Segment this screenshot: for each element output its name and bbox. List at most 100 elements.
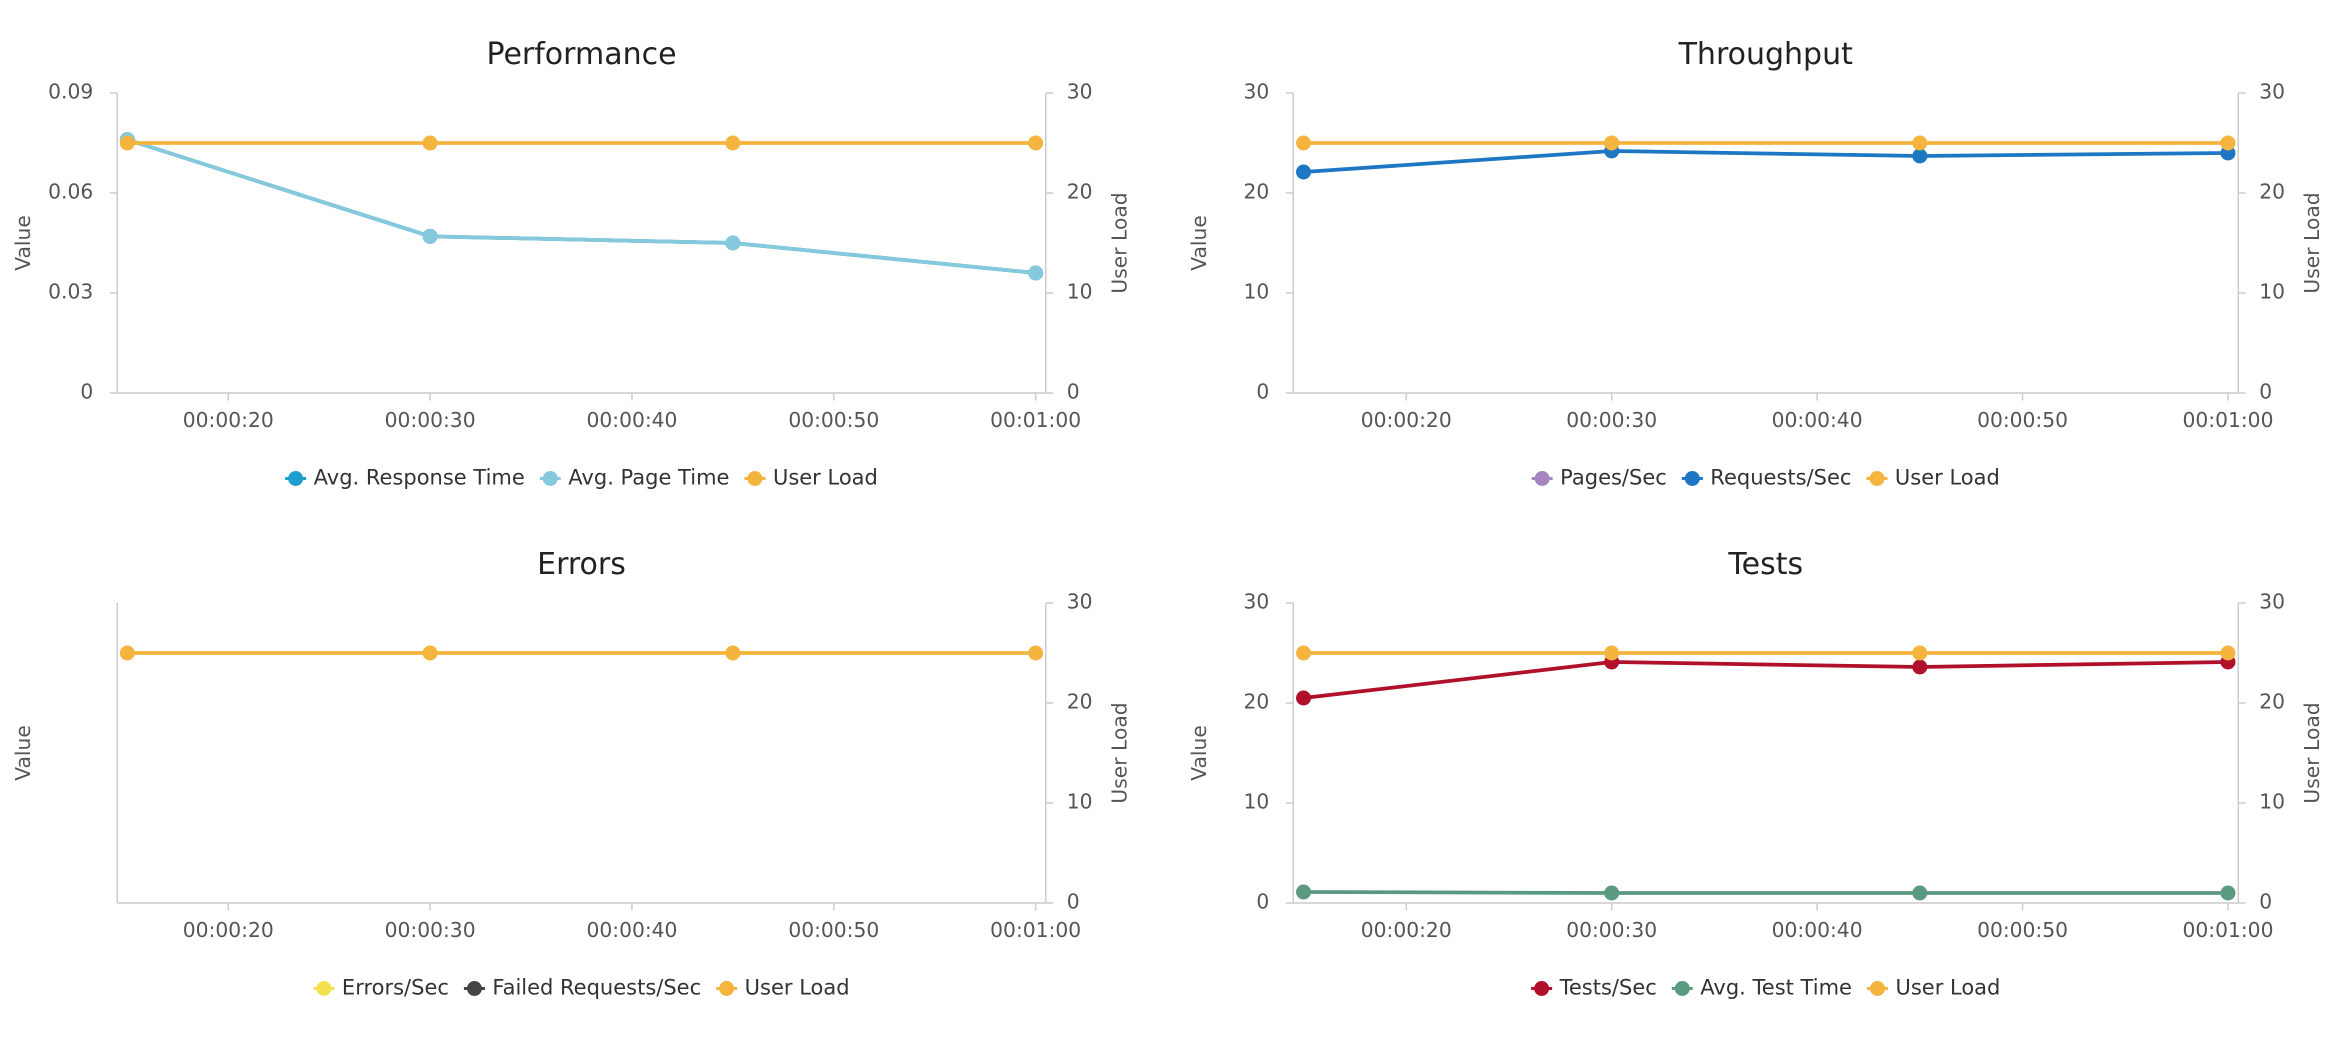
point — [2220, 885, 2236, 901]
x-tick-label: 00:00:30 — [1566, 408, 1657, 432]
x-tick-label: 00:00:50 — [1977, 408, 2068, 432]
series-line — [126, 137, 1036, 275]
legend-label: Avg. Page Time — [568, 466, 729, 490]
y2-tick-label: 10 — [2259, 790, 2285, 814]
chart-title: Performance — [486, 37, 676, 72]
point — [725, 645, 741, 661]
y-tick-label: 30 — [1243, 80, 1269, 104]
legend-swatch — [542, 471, 558, 486]
y2-tick-label: 30 — [2259, 80, 2285, 104]
x-tick-label: 00:00:50 — [1977, 918, 2068, 942]
x-tick-label: 00:00:30 — [385, 408, 476, 432]
x-tick-label: 00:00:40 — [586, 408, 677, 432]
point — [1028, 645, 1044, 661]
legend-label: Avg. Test Time — [1700, 976, 1852, 1000]
y2-tick-label: 0 — [2259, 380, 2272, 404]
y-axis-label: Value — [1187, 215, 1211, 271]
point — [1912, 659, 1928, 675]
y2-tick-label: 20 — [1067, 690, 1093, 714]
series-line — [1303, 149, 2228, 174]
point — [1604, 135, 1620, 151]
legend: Pages/Sec Requests/Sec User Load — [1531, 466, 2000, 490]
legend: Tests/Sec Avg. Test Time User Load — [1531, 976, 2000, 1000]
y2-axis-label: User Load — [1107, 702, 1131, 803]
x-tick-label: 00:01:00 — [990, 918, 1081, 942]
chart-panel: Throughput Value User Load 00:00:20 00:00:30… — [1187, 37, 2324, 490]
legend-swatch — [1869, 471, 1885, 486]
y2-tick-label: 20 — [2259, 690, 2285, 714]
legend-label: Failed Requests/Sec — [492, 976, 701, 1000]
point — [725, 235, 741, 251]
legend-swatch — [316, 981, 332, 996]
point — [422, 228, 438, 244]
point — [2220, 135, 2236, 151]
point — [1912, 885, 1928, 901]
point — [119, 645, 135, 661]
y2-tick-label: 0 — [1067, 380, 1080, 404]
y-tick-label: 10 — [1243, 280, 1269, 304]
y2-axis-label: User Load — [2300, 702, 2324, 803]
chart-title: Errors — [537, 547, 626, 582]
legend-swatch — [288, 471, 304, 486]
x-tick-label: 00:01:00 — [2183, 918, 2274, 942]
legend-swatch — [747, 471, 763, 486]
y2-tick-label: 0 — [2259, 890, 2272, 914]
point — [1028, 135, 1044, 151]
y-tick-label: 20 — [1243, 180, 1269, 204]
y2-tick-label: 0 — [1067, 890, 1080, 914]
point — [422, 135, 438, 151]
point — [1604, 885, 1620, 901]
legend-swatch — [1534, 981, 1550, 996]
y2-axis-label: User Load — [1107, 192, 1131, 293]
point — [1912, 148, 1928, 164]
y2-tick-label: 10 — [1067, 790, 1093, 814]
legend: Avg. Response Time Avg. Page Time User Loa… — [285, 466, 878, 490]
point — [422, 645, 438, 661]
legend-swatch — [719, 981, 735, 996]
y-axis-label: Value — [11, 215, 35, 271]
legend-label: Tests/Sec — [1559, 976, 1657, 1000]
point — [725, 135, 741, 151]
x-tick-label: 00:00:40 — [586, 918, 677, 942]
legend-label: User Load — [773, 466, 878, 490]
y-tick-label: 0 — [1256, 380, 1269, 404]
y-tick-label: 0 — [1256, 890, 1269, 914]
legend-label: Errors/Sec — [342, 976, 449, 1000]
chart-panel: Tests Value User Load 00:00:20 00:00:30 00:00… — [1187, 547, 2324, 1000]
x-tick-label: 00:00:30 — [385, 918, 476, 942]
chart-panel: Errors Value User Load 00:00:20 00:00:30 00:0… — [11, 547, 1132, 1000]
y2-tick-label: 20 — [2259, 180, 2285, 204]
y-tick-label: 0.03 — [48, 280, 93, 304]
y2-tick-label: 30 — [2259, 590, 2285, 614]
point — [1912, 135, 1928, 151]
x-tick-label: 00:00:50 — [788, 408, 879, 432]
x-tick-label: 00:00:20 — [183, 408, 274, 432]
y-tick-label: 30 — [1243, 590, 1269, 614]
point — [2220, 645, 2236, 661]
y-tick-label: 10 — [1243, 790, 1269, 814]
legend-label: Pages/Sec — [1560, 466, 1667, 490]
x-tick-label: 00:00:30 — [1566, 918, 1657, 942]
x-tick-label: 00:01:00 — [2183, 408, 2274, 432]
x-tick-label: 00:01:00 — [990, 408, 1081, 432]
y-axis-label: Value — [11, 725, 35, 781]
y2-tick-label: 10 — [1067, 280, 1093, 304]
point — [1912, 645, 1928, 661]
legend-swatch — [466, 981, 482, 996]
chart-title: Tests — [1727, 547, 1803, 582]
series-line — [126, 137, 1036, 275]
point — [1296, 645, 1312, 661]
point — [1604, 645, 1620, 661]
legend-label: User Load — [1895, 466, 2000, 490]
x-tick-label: 00:00:20 — [1361, 408, 1452, 432]
y-tick-label: 20 — [1243, 690, 1269, 714]
point — [1296, 164, 1312, 180]
point — [1296, 690, 1312, 706]
legend-label: Requests/Sec — [1710, 466, 1851, 490]
y2-tick-label: 10 — [2259, 280, 2285, 304]
series-line — [1303, 890, 2228, 895]
y2-tick-label: 30 — [1067, 590, 1093, 614]
chart-panel: Performance Value User Load 00:00:20 00:00:3… — [11, 37, 1132, 490]
x-tick-label: 00:00:20 — [183, 918, 274, 942]
